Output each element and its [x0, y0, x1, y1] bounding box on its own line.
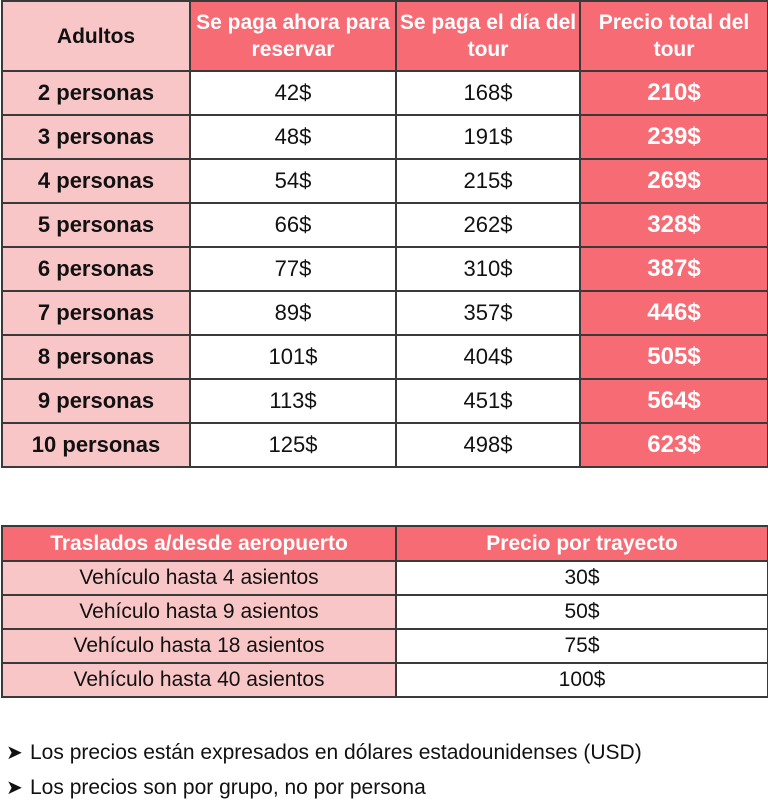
group-size-cell: 4 personas — [1, 158, 191, 204]
airport-transfer-table: Traslados a/desde aeropuerto Precio por … — [1, 525, 768, 698]
pay-now-cell: 125$ — [189, 422, 397, 468]
group-size-cell: 6 personas — [1, 246, 191, 292]
pay-now-cell: 77$ — [189, 246, 397, 292]
table-row: 7 personas 89$ 357$ 446$ — [1, 290, 768, 336]
table-row: 4 personas 54$ 215$ 269$ — [1, 158, 768, 204]
group-size-cell: 5 personas — [1, 202, 191, 248]
vehicle-cell: Vehículo hasta 40 asientos — [1, 662, 397, 698]
trip-price-cell: 30$ — [395, 560, 768, 596]
tour-header-row: Adultos Se paga ahora para reservar Se p… — [1, 0, 768, 72]
notes-list: ➤ Los precios están expresados en dólares… — [6, 735, 642, 805]
group-size-cell: 10 personas — [1, 422, 191, 468]
vehicle-cell: Vehículo hasta 4 asientos — [1, 560, 397, 596]
pay-day-cell: 262$ — [395, 202, 581, 248]
header-pay-tour-day: Se paga el día del tour — [395, 0, 581, 72]
pay-now-cell: 101$ — [189, 334, 397, 380]
note-text: Los precios son por grupo, no por person… — [30, 776, 426, 799]
table-row: 2 personas 42$ 168$ 210$ — [1, 70, 768, 116]
pay-now-cell: 89$ — [189, 290, 397, 336]
table-row: 9 personas 113$ 451$ 564$ — [1, 378, 768, 424]
header-pay-now: Se paga ahora para reservar — [189, 0, 397, 72]
table-row: 8 personas 101$ 404$ 505$ — [1, 334, 768, 380]
total-price-cell: 564$ — [579, 378, 768, 424]
trip-price-cell: 50$ — [395, 594, 768, 630]
group-size-cell: 9 personas — [1, 378, 191, 424]
table-row: 6 personas 77$ 310$ 387$ — [1, 246, 768, 292]
transfer-header-row: Traslados a/desde aeropuerto Precio por … — [1, 525, 768, 562]
group-size-cell: 8 personas — [1, 334, 191, 380]
header-transfers: Traslados a/desde aeropuerto — [1, 525, 397, 562]
note-item: ➤ Los precios son por grupo, no por perso… — [6, 770, 642, 805]
note-item: ➤ Los precios están expresados en dólares… — [6, 735, 642, 770]
arrow-bullet-icon: ➤ — [6, 740, 23, 764]
pay-day-cell: 451$ — [395, 378, 581, 424]
pay-day-cell: 310$ — [395, 246, 581, 292]
pay-now-cell: 66$ — [189, 202, 397, 248]
pay-now-cell: 54$ — [189, 158, 397, 204]
pay-day-cell: 215$ — [395, 158, 581, 204]
vehicle-cell: Vehículo hasta 9 asientos — [1, 594, 397, 630]
group-size-cell: 3 personas — [1, 114, 191, 160]
table-row: 3 personas 48$ 191$ 239$ — [1, 114, 768, 160]
arrow-bullet-icon: ➤ — [6, 775, 23, 799]
total-price-cell: 505$ — [579, 334, 768, 380]
pay-now-cell: 48$ — [189, 114, 397, 160]
total-price-cell: 239$ — [579, 114, 768, 160]
total-price-cell: 210$ — [579, 70, 768, 116]
vehicle-cell: Vehículo hasta 18 asientos — [1, 628, 397, 664]
header-total-price: Precio total del tour — [579, 0, 768, 72]
total-price-cell: 623$ — [579, 422, 768, 468]
table-row: 10 personas 125$ 498$ 623$ — [1, 422, 768, 468]
note-text: Los precios están expresados en dólares … — [30, 741, 642, 764]
table-row: Vehículo hasta 40 asientos 100$ — [1, 662, 768, 698]
table-row: Vehículo hasta 4 asientos 30$ — [1, 560, 768, 596]
total-price-cell: 328$ — [579, 202, 768, 248]
pay-day-cell: 191$ — [395, 114, 581, 160]
pay-day-cell: 168$ — [395, 70, 581, 116]
total-price-cell: 446$ — [579, 290, 768, 336]
group-size-cell: 2 personas — [1, 70, 191, 116]
trip-price-cell: 75$ — [395, 628, 768, 664]
total-price-cell: 269$ — [579, 158, 768, 204]
tour-price-table: Adultos Se paga ahora para reservar Se p… — [1, 0, 768, 468]
trip-price-cell: 100$ — [395, 662, 768, 698]
group-size-cell: 7 personas — [1, 290, 191, 336]
table-row: Vehículo hasta 18 asientos 75$ — [1, 628, 768, 664]
pay-day-cell: 404$ — [395, 334, 581, 380]
table-row: Vehículo hasta 9 asientos 50$ — [1, 594, 768, 630]
total-price-cell: 387$ — [579, 246, 768, 292]
pay-now-cell: 113$ — [189, 378, 397, 424]
table-row: 5 personas 66$ 262$ 328$ — [1, 202, 768, 248]
pay-day-cell: 357$ — [395, 290, 581, 336]
header-adults: Adultos — [1, 0, 191, 72]
header-price-per-trip: Precio por trayecto — [395, 525, 768, 562]
pay-day-cell: 498$ — [395, 422, 581, 468]
pay-now-cell: 42$ — [189, 70, 397, 116]
